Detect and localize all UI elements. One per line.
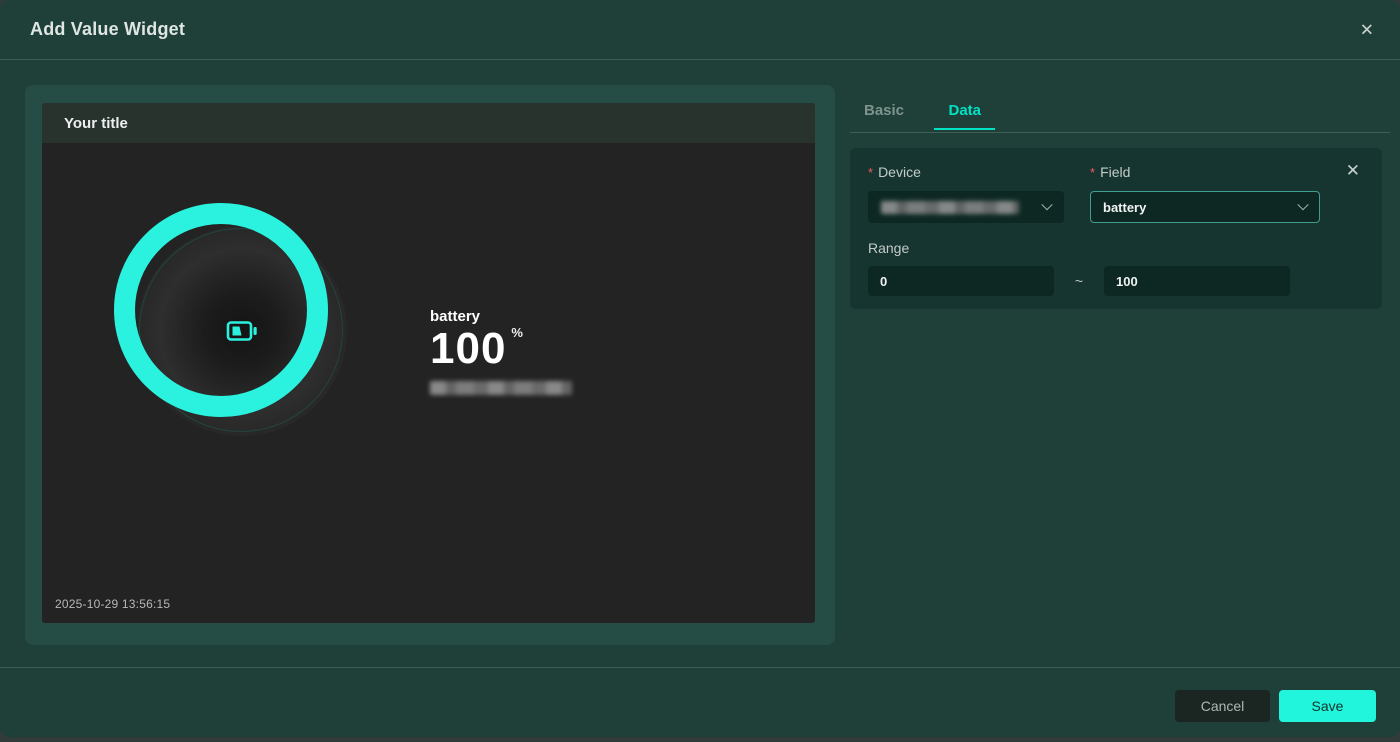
dialog-header: Add Value Widget ✕	[0, 0, 1400, 60]
widget-body: battery 100% 2025-10-29 13:56:15	[42, 143, 815, 623]
gauge-readout: battery 100%	[430, 308, 750, 373]
cancel-button[interactable]: Cancel	[1175, 690, 1270, 722]
field-select-value: battery	[1103, 199, 1147, 215]
chevron-down-icon	[1043, 201, 1052, 210]
range-label: Range	[868, 240, 910, 256]
widget-preview-card: Your title battery	[42, 103, 815, 623]
device-select[interactable]	[868, 191, 1064, 223]
gauge-unit: %	[511, 325, 523, 340]
page-title: Add Value Widget	[30, 19, 186, 39]
gauge-ring	[114, 203, 328, 417]
field-select[interactable]: battery	[1090, 191, 1320, 223]
save-button[interactable]: Save	[1279, 690, 1376, 722]
remove-binding-icon[interactable]: ✕	[1345, 161, 1360, 180]
widget-header: Your title	[42, 103, 815, 143]
widget-title: Your title	[64, 114, 128, 132]
gauge-value-number: 100	[430, 324, 507, 373]
gauge-field-label: battery	[430, 308, 481, 325]
range-separator: ~	[1074, 273, 1084, 289]
range-max-input[interactable]	[1104, 266, 1290, 296]
device-name-redacted	[430, 381, 572, 395]
battery-gauge	[114, 203, 370, 459]
widget-preview-panel: Your title battery	[25, 85, 835, 645]
device-select-value-redacted	[881, 200, 1019, 214]
tab-bar: Basic Data	[850, 93, 1390, 133]
field-label: * Field	[1090, 164, 1131, 180]
device-label: * Device	[868, 164, 921, 180]
range-min-input[interactable]	[868, 266, 1054, 296]
required-marker: *	[1090, 165, 1096, 180]
dialog-footer: Cancel Save	[0, 667, 1400, 737]
tab-data[interactable]: Data	[934, 93, 995, 130]
config-pane: Basic Data * Device * Field ✕ battery Rang…	[850, 93, 1390, 309]
timestamp: 2025-10-29 13:56:15	[55, 597, 171, 611]
data-binding-card: *Device *Field ✕ battery Range ~	[850, 148, 1382, 309]
chevron-down-icon	[1299, 201, 1308, 210]
gauge-value: 100%	[430, 324, 750, 373]
required-marker: *	[868, 165, 874, 180]
tab-basic[interactable]: Basic	[864, 102, 905, 119]
close-icon[interactable]: ✕	[1359, 20, 1374, 39]
battery-icon	[226, 319, 258, 343]
